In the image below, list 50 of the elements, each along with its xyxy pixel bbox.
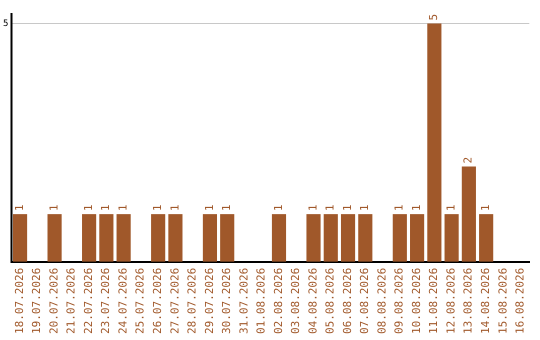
x-tick-label: 16.08.2026 [514,268,527,334]
x-tick-label: 06.08.2026 [340,268,354,334]
x-tick-label: 11.08.2026 [427,268,440,334]
data-label: 1 [272,204,285,212]
data-label: 1 [202,204,216,212]
x-tick-label: 04.08.2026 [306,268,320,334]
data-label: 1 [306,204,320,212]
x-tick-label: 18.07.2026 [12,268,26,334]
x-tick-label: 07.08.2026 [358,268,372,334]
x-tick-label: 22.07.2026 [82,268,95,334]
data-label: 5 [427,14,440,21]
data-label: 1 [82,204,95,212]
data-label: 1 [116,204,130,212]
x-tick-label: 29.07.2026 [202,268,216,334]
data-label: 1 [12,204,26,212]
x-tick-label: 27.07.2026 [168,268,182,334]
x-tick-label: 02.08.2026 [272,268,285,334]
x-tick-label: 09.08.2026 [392,268,406,334]
x-tick-label: 15.08.2026 [496,268,510,334]
x-tick-label: 26.07.2026 [151,268,164,334]
x-tick-label: 10.08.2026 [410,268,423,334]
x-tick-label: 12.08.2026 [444,268,458,334]
x-tick-label: 19.07.2026 [30,268,44,334]
data-label: 1 [151,204,164,212]
x-tick-label: 24.07.2026 [116,268,130,334]
x-tick-label: 01.08.2026 [254,268,268,334]
x-tick-label: 31.07.2026 [237,268,250,334]
x-tick-label: 23.07.2026 [99,268,112,334]
x-tick-label: 28.07.2026 [186,268,199,334]
x-tick-label: 30.07.2026 [220,268,234,334]
data-label: 1 [392,204,406,212]
data-label: 1 [47,204,60,212]
x-tick-label: 03.08.2026 [289,268,302,334]
data-label: 1 [410,204,423,212]
data-label: 1 [324,204,337,212]
x-tick-label: 05.08.2026 [324,268,337,334]
data-label: 1 [479,204,492,212]
data-label: 1 [99,204,112,212]
data-label: 1 [220,204,234,212]
x-tick-label: 20.07.2026 [47,268,60,334]
data-label: 1 [358,204,372,212]
data-label: 2 [462,156,475,164]
data-label: 1 [340,204,354,212]
x-tick-label: 14.08.2026 [479,268,492,334]
x-tick-label: 21.07.2026 [64,268,78,334]
x-tick-label: 25.07.2026 [134,268,147,334]
data-label: 1 [168,204,182,212]
x-tick-label: 13.08.2026 [462,268,475,334]
data-label: 1 [444,204,458,212]
x-tick-label: 08.08.2026 [375,268,388,334]
